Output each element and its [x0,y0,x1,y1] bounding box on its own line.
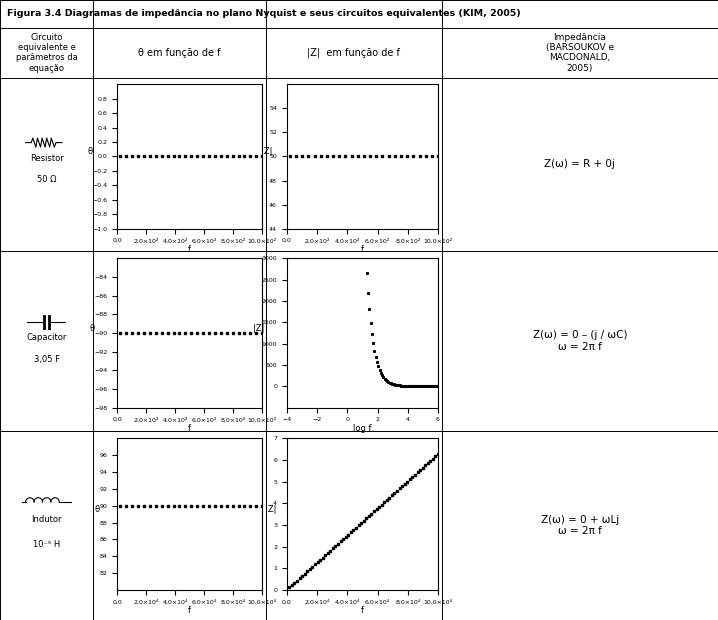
Y-axis label: |Z|: |Z| [264,505,276,514]
Text: Z(ω) = 0 – (j / ωC)
ω = 2π f: Z(ω) = 0 – (j / ωC) ω = 2π f [533,330,627,352]
Y-axis label: |Z|: |Z| [261,148,272,156]
Text: 10⁻⁵ H: 10⁻⁵ H [33,539,60,549]
Text: Z(ω) = R + 0j: Z(ω) = R + 0j [544,159,615,169]
Text: 3,05 F: 3,05 F [34,355,60,364]
Text: Resistor: Resistor [29,154,64,162]
Text: Circuito
equivalente e
parâmetros da
equação: Circuito equivalente e parâmetros da equ… [16,33,78,73]
X-axis label: f: f [361,606,364,615]
Text: |Z|  em função de f: |Z| em função de f [307,48,400,58]
Text: Capacitor: Capacitor [27,334,67,342]
Y-axis label: θ: θ [94,505,100,514]
Text: Figura 3.4 Diagramas de impedância no plano Nyquist e seus circuitos equivalente: Figura 3.4 Diagramas de impedância no pl… [7,9,521,19]
Y-axis label: θ: θ [88,148,93,156]
Text: Impedância
(BARSOUKOV e
MACDONALD,
2005): Impedância (BARSOUKOV e MACDONALD, 2005) [546,33,614,73]
X-axis label: f: f [188,424,191,433]
Text: 50 Ω: 50 Ω [37,175,57,184]
Text: Z(ω) = 0 + ωLj
ω = 2π f: Z(ω) = 0 + ωLj ω = 2π f [541,515,619,536]
Text: Indutor: Indutor [32,515,62,524]
Text: θ em função de f: θ em função de f [139,48,220,58]
Y-axis label: θ: θ [89,324,94,333]
Y-axis label: |Z|: |Z| [253,324,264,333]
X-axis label: f: f [361,245,364,254]
X-axis label: f: f [188,245,191,254]
X-axis label: f: f [188,606,191,615]
X-axis label: log f: log f [353,423,372,433]
